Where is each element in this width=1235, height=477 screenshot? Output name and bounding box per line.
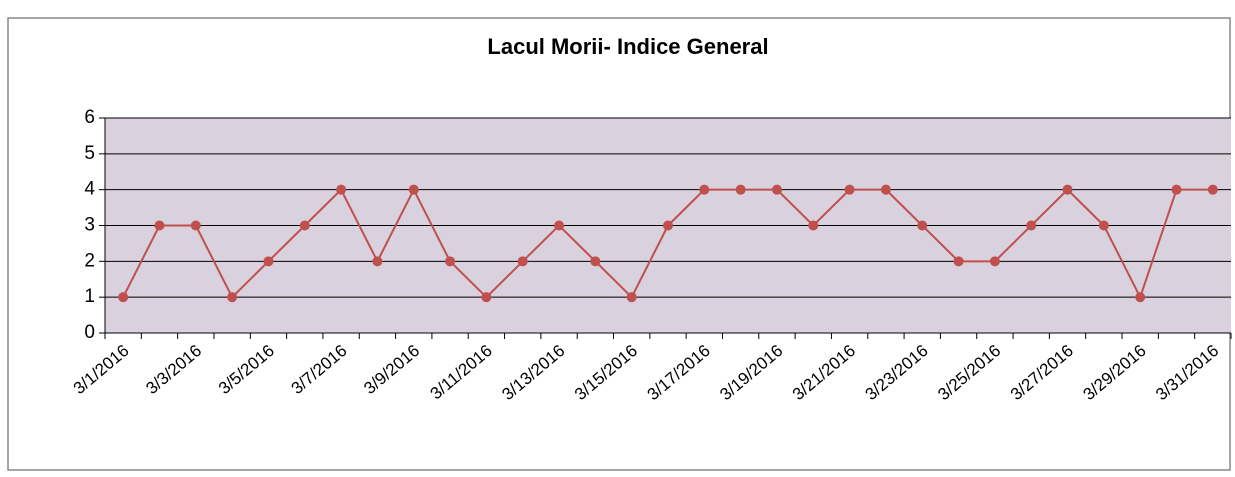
data-point xyxy=(663,220,673,231)
y-tick-label: 3 xyxy=(84,215,95,236)
data-point xyxy=(408,184,419,195)
data-point xyxy=(771,184,782,195)
data-point xyxy=(808,220,819,231)
data-point xyxy=(190,220,201,231)
y-tick-label: 5 xyxy=(84,143,95,164)
data-point xyxy=(1062,184,1073,195)
y-tick-label: 6 xyxy=(84,107,95,128)
data-point xyxy=(118,292,129,303)
data-point xyxy=(626,292,637,303)
data-point xyxy=(1026,220,1037,231)
data-point xyxy=(299,220,310,231)
data-point xyxy=(1135,292,1146,303)
data-point xyxy=(844,184,855,195)
data-point xyxy=(263,256,274,267)
y-tick-label: 2 xyxy=(84,250,95,271)
data-point xyxy=(554,220,565,231)
data-point xyxy=(1098,220,1109,231)
y-tick-label: 0 xyxy=(84,322,95,343)
data-point xyxy=(735,184,746,195)
data-point xyxy=(372,256,383,267)
data-point xyxy=(517,256,528,267)
data-point xyxy=(154,220,165,231)
data-point xyxy=(880,184,891,195)
data-point xyxy=(481,292,492,303)
data-point xyxy=(1171,184,1182,195)
data-point xyxy=(590,256,601,267)
y-tick-label: 4 xyxy=(84,179,95,200)
data-point xyxy=(989,256,1000,267)
data-point xyxy=(227,292,238,303)
data-point xyxy=(699,184,710,195)
data-point xyxy=(953,256,964,267)
data-point xyxy=(336,184,347,195)
data-point xyxy=(917,220,928,231)
data-point xyxy=(1207,184,1218,195)
data-point xyxy=(445,256,456,267)
y-tick-label: 1 xyxy=(84,286,95,307)
chart-title: Lacul Morii- Indice General xyxy=(487,34,768,59)
